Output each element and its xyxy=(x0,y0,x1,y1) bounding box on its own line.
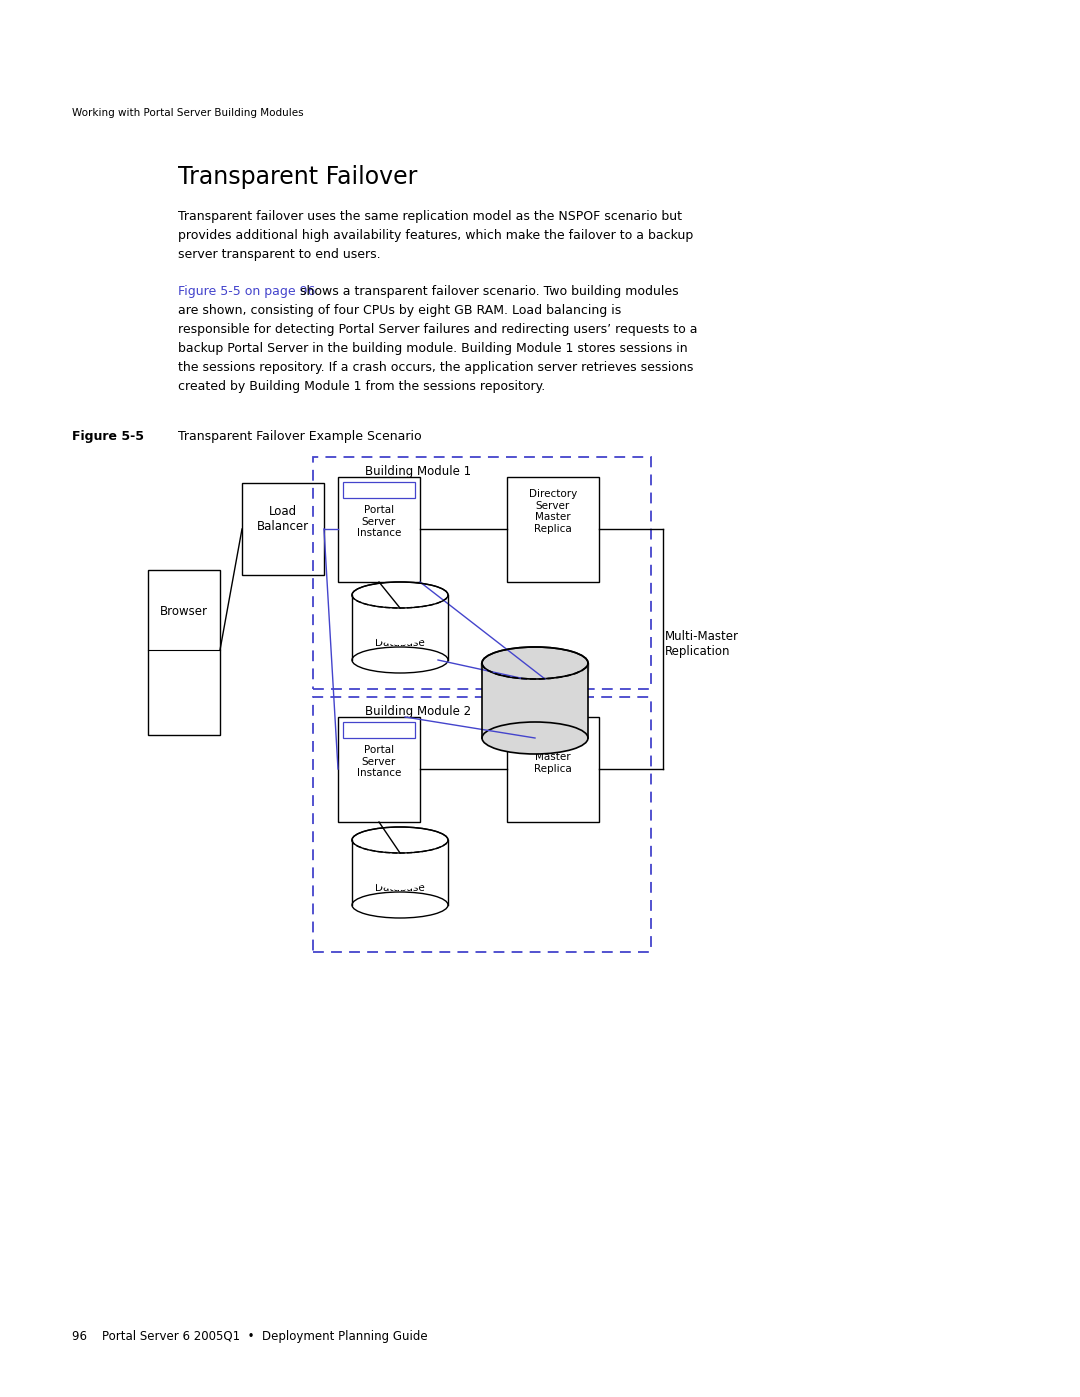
Bar xyxy=(343,722,415,738)
Text: backup Portal Server in the building module. Building Module 1 stores sessions i: backup Portal Server in the building mod… xyxy=(178,342,688,355)
Text: server transparent to end users.: server transparent to end users. xyxy=(178,249,380,261)
Text: Transparent Failover Example Scenario: Transparent Failover Example Scenario xyxy=(178,430,421,443)
Text: Building Module 2: Building Module 2 xyxy=(365,705,471,718)
Text: Search
Engine
Database: Search Engine Database xyxy=(375,861,424,893)
Bar xyxy=(338,717,420,821)
Text: the sessions repository. If a crash occurs, the application server retrieves ses: the sessions repository. If a crash occu… xyxy=(178,360,693,374)
Text: Browser: Browser xyxy=(160,605,208,617)
Bar xyxy=(338,476,420,583)
Text: Working with Portal Server Building Modules: Working with Portal Server Building Modu… xyxy=(72,108,303,117)
Text: Load
Balancer: Load Balancer xyxy=(257,504,309,534)
Text: Portal
Server
Instance: Portal Server Instance xyxy=(356,504,401,538)
Text: 96    Portal Server 6 2005Q1  •  Deployment Planning Guide: 96 Portal Server 6 2005Q1 • Deployment P… xyxy=(72,1330,428,1343)
Bar xyxy=(352,595,448,659)
Text: created by Building Module 1 from the sessions repository.: created by Building Module 1 from the se… xyxy=(178,380,545,393)
Text: Transparent failover uses the same replication model as the NSPOF scenario but: Transparent failover uses the same repli… xyxy=(178,210,681,224)
Bar xyxy=(313,457,651,689)
Ellipse shape xyxy=(352,827,448,854)
Wedge shape xyxy=(480,664,590,718)
Text: are shown, consisting of four CPUs by eight GB RAM. Load balancing is: are shown, consisting of four CPUs by ei… xyxy=(178,305,621,317)
Text: shows a transparent failover scenario. Two building modules: shows a transparent failover scenario. T… xyxy=(296,285,678,298)
Text: Multi-Master
Replication: Multi-Master Replication xyxy=(665,630,739,658)
Text: Search
Engine
Database: Search Engine Database xyxy=(375,615,424,648)
Ellipse shape xyxy=(482,647,588,679)
Text: responsible for detecting Portal Server failures and redirecting users’ requests: responsible for detecting Portal Server … xyxy=(178,323,698,337)
Text: Building Module 1: Building Module 1 xyxy=(365,465,471,478)
Ellipse shape xyxy=(352,583,448,608)
Bar xyxy=(507,717,599,821)
Text: Sessions
Repository: Sessions Repository xyxy=(505,680,565,703)
Bar xyxy=(482,664,588,738)
Text: Directory
Server
Master
Replica: Directory Server Master Replica xyxy=(529,729,577,774)
Text: Directory
Server
Master
Replica: Directory Server Master Replica xyxy=(529,489,577,534)
Ellipse shape xyxy=(352,647,448,673)
Text: Transparent Failover: Transparent Failover xyxy=(178,165,417,189)
Bar xyxy=(343,482,415,497)
Text: Portal
Server
Instance: Portal Server Instance xyxy=(356,745,401,778)
Text: provides additional high availability features, which make the failover to a bac: provides additional high availability fe… xyxy=(178,229,693,242)
Bar xyxy=(242,483,324,576)
Text: Figure 5-5: Figure 5-5 xyxy=(72,430,144,443)
Ellipse shape xyxy=(352,893,448,918)
Wedge shape xyxy=(350,595,450,645)
Wedge shape xyxy=(350,840,450,890)
Text: Figure 5-5 on page 96: Figure 5-5 on page 96 xyxy=(178,285,315,298)
Ellipse shape xyxy=(482,722,588,754)
Bar xyxy=(352,840,448,905)
Bar xyxy=(507,476,599,583)
Bar xyxy=(148,570,220,735)
Bar xyxy=(313,697,651,951)
